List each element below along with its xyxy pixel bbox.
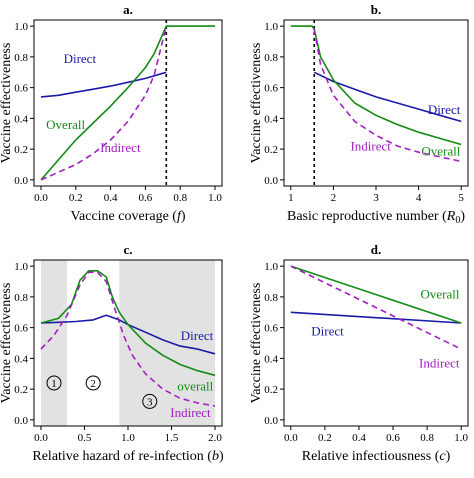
x-tick-label: 5	[458, 192, 464, 204]
panel-4: 0.0 0.2 0.4 0.6 0.8 1.0 0.0 0.2 0.4 0.6 0.8 1.0 d. Re…	[249, 242, 469, 464]
panel-label: d.	[371, 242, 381, 257]
y-tick-label: 0.8	[14, 52, 28, 64]
y-tick-label: 0.6	[264, 83, 278, 95]
zone-marker-circle	[85, 375, 101, 391]
panel-3: 0.0 0.5 1.0 1.5 2.0 0.0 0.2 0.4 0.6 0.8 1.0 c. Relat…	[0, 242, 224, 464]
shaded-region	[40, 260, 68, 426]
y-axis-label: Vaccine effectiveness	[0, 283, 14, 404]
x-tick-label: 3	[373, 192, 379, 204]
x-tick-label: 0.6	[386, 432, 400, 444]
y-axis-label: Vaccine effectiveness	[249, 43, 264, 164]
series-label-indirect: Indirect	[419, 356, 460, 371]
x-tick-label: 0.2	[69, 192, 83, 204]
series-line-direct	[40, 71, 167, 98]
x-axis-label: Relative infectiousness (c)	[302, 449, 451, 464]
shaded-region	[119, 260, 216, 426]
y-tick-label: 0.6	[14, 323, 28, 335]
y-tick-label: 1.0	[14, 261, 28, 273]
x-tick-label: 0.8	[173, 192, 187, 204]
series-line-indirect	[40, 271, 216, 407]
x-tick-label: 0.2	[318, 432, 332, 444]
zone-marker-label: 2	[90, 378, 96, 390]
x-axis-label: Vaccine coverage (f)	[70, 209, 185, 224]
y-tick-label: 0.8	[14, 292, 28, 304]
y-tick-label: 0.8	[264, 52, 278, 64]
y-tick-label: 0.8	[264, 292, 278, 304]
y-tick-label: 0.2	[14, 384, 28, 396]
x-tick-label: 0.0	[34, 432, 48, 444]
x-tick-label: 2.0	[208, 432, 222, 444]
series-line-direct	[290, 311, 462, 324]
y-tick-label: 0.6	[264, 323, 278, 335]
y-tick-label: 0.2	[14, 144, 28, 156]
x-tick-label: 0.0	[284, 432, 298, 444]
panel-label: c.	[123, 242, 132, 257]
series-label-overall: Overall	[420, 286, 459, 301]
series-label-overall: Overall	[46, 117, 85, 132]
x-tick-label: 0.4	[352, 432, 366, 444]
x-axis-label: Basic reproductive number (R0)	[287, 209, 465, 226]
series-label-indirect: Indirect	[100, 140, 141, 155]
series-label-indirect: Indirect	[170, 405, 211, 420]
y-tick-label: 0.4	[264, 113, 278, 125]
zone-marker-label: 3	[147, 396, 153, 408]
x-tick-label: 2	[331, 192, 337, 204]
series-label-overall: overall	[177, 379, 213, 394]
panel-label: a.	[123, 2, 133, 17]
x-tick-label: 1.0	[454, 432, 468, 444]
x-tick-label: 0.4	[104, 192, 118, 204]
x-tick-label: 0.8	[420, 432, 434, 444]
y-tick-label: 0.0	[264, 175, 278, 187]
y-tick-label: 0.2	[264, 384, 278, 396]
series-label-indirect: Indirect	[350, 139, 391, 154]
x-tick-label: 0.0	[34, 192, 48, 204]
y-tick-label: 0.0	[264, 415, 278, 427]
panel-label: b.	[371, 2, 381, 17]
y-tick-label: 1.0	[14, 21, 28, 33]
y-tick-label: 1.0	[264, 261, 278, 273]
y-tick-label: 0.0	[14, 175, 28, 187]
zone-marker-label: 1	[51, 378, 57, 390]
plot-frame	[33, 19, 223, 187]
series-line-direct	[40, 314, 216, 355]
y-tick-label: 0.4	[264, 353, 278, 365]
series-label-direct: Direct	[311, 323, 344, 338]
series-label-overall: Overall	[421, 143, 460, 158]
x-tick-label: 0.6	[139, 192, 153, 204]
x-tick-label: 4	[416, 192, 422, 204]
x-tick-label: 1	[288, 192, 294, 204]
series-line-overall	[290, 25, 462, 146]
y-axis-label: Vaccine effectiveness	[249, 283, 264, 404]
series-line-indirect	[290, 265, 462, 350]
zone-marker-circle	[142, 393, 158, 409]
series-line-indirect	[40, 25, 168, 181]
x-tick-label: 1.0	[121, 432, 135, 444]
panel-1: 0.0 0.2 0.4 0.6 0.8 1.0 0.0 0.2 0.4 0.6 0.8 1.0 a. Va…	[0, 2, 223, 224]
series-line-overall	[40, 25, 215, 181]
series-label-direct: Direct	[64, 51, 97, 66]
panel-2: 1 2 3 4 5 0.0 0.2 0.4 0.6 0.8 1.0 b. Basic reproduct…	[249, 2, 469, 226]
series-label-direct: Direct	[428, 102, 461, 117]
y-tick-label: 0.4	[14, 353, 28, 365]
y-tick-label: 0.6	[14, 83, 28, 95]
y-axis-label: Vaccine effectiveness	[0, 43, 14, 164]
x-tick-label: 1.5	[165, 432, 179, 444]
plot-frame	[283, 259, 469, 427]
x-tick-label: 1.0	[208, 192, 222, 204]
y-tick-label: 0.2	[264, 144, 278, 156]
series-line-overall	[290, 265, 462, 324]
series-label-direct: Direct	[181, 328, 214, 343]
zone-marker-circle	[46, 375, 62, 391]
x-axis-label: Relative hazard of re-infection (b)	[32, 449, 224, 464]
y-tick-label: 0.4	[14, 113, 28, 125]
x-tick-label: 0.5	[78, 432, 92, 444]
y-tick-label: 0.0	[14, 415, 28, 427]
y-tick-label: 1.0	[264, 21, 278, 33]
